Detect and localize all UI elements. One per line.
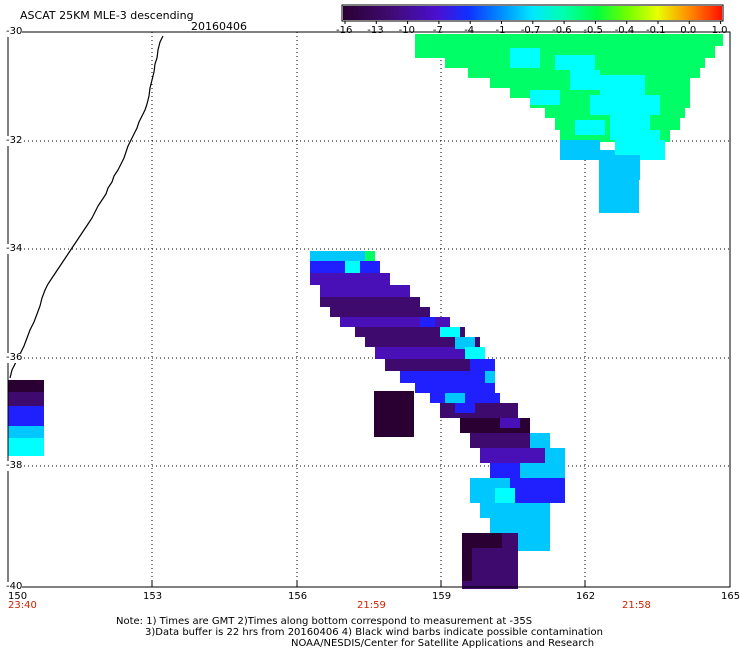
colorbar-label: -0.7 (520, 25, 541, 36)
time-label-1: 23:40 (8, 600, 37, 611)
swath-upper-green (415, 46, 715, 58)
swath-upper-cyan (575, 120, 605, 135)
swath-upper-cyan (530, 90, 560, 105)
swath-middle (340, 317, 450, 327)
swath-middle (320, 285, 410, 297)
colorbar-label: 0.0 (680, 25, 697, 36)
x-tick-label: 162 (576, 591, 596, 602)
swath-middle (490, 518, 550, 533)
swath-middle-highlight (545, 448, 565, 463)
swath-upper-cyan (560, 140, 600, 160)
colorbar-label: -0.6 (552, 25, 572, 36)
swath-middle-highlight (455, 337, 475, 349)
x-tick-label: 159 (432, 591, 452, 602)
y-tick-label: -32 (6, 135, 23, 146)
swath-middle (355, 327, 465, 337)
swath-upper-cyan (555, 55, 595, 70)
coastline (9, 35, 164, 379)
y-tick-label: -40 (6, 581, 23, 592)
swath-middle-highlight (455, 403, 475, 413)
swath-middle (310, 273, 390, 285)
swath-middle-highlight (500, 418, 520, 428)
swath-middle-highlight (465, 347, 485, 359)
colorbar-label: -0.1 (646, 25, 666, 36)
swath-middle (385, 359, 495, 371)
swath-middle (400, 371, 495, 383)
swath-upper-cyan (630, 95, 660, 115)
time-label-2: 21:59 (357, 600, 386, 611)
colorbar-label: -7 (432, 25, 443, 36)
note-line-2: 3)Data buffer is 22 hrs from 20160406 4)… (145, 627, 603, 638)
swath-left-2 (8, 392, 44, 406)
swath-left-4 (8, 426, 44, 438)
map-frame (7, 31, 731, 588)
colorbar-label: -16 (336, 25, 353, 36)
swath-upper-cyan (570, 70, 600, 90)
time-label-3: 21:58 (622, 600, 651, 611)
map-title: ASCAT 25KM MLE-3 descending (20, 9, 194, 22)
swath-upper-cyan (510, 48, 540, 68)
swath-middle-highlight (485, 371, 495, 383)
colorbar-label: -0.4 (614, 25, 635, 36)
y-tick-label: -36 (6, 352, 23, 363)
x-tick-label: 153 (143, 591, 163, 602)
swath-bottom-block-edge (462, 548, 472, 581)
swath-middle (365, 251, 375, 261)
swath-left-1 (8, 380, 44, 392)
swath-middle-highlight (530, 433, 550, 448)
swath-upper-cyan (590, 95, 640, 115)
swath-left-5 (8, 438, 44, 456)
note-line-1: Note: 1) Times are GMT 2)Times along bot… (116, 616, 533, 627)
colorbar-gradient (343, 6, 722, 20)
swath-middle (320, 297, 420, 307)
swath-middle (480, 448, 560, 463)
swath-block-dark (374, 391, 414, 437)
swath-middle (365, 337, 480, 347)
swath-middle (440, 403, 518, 418)
swath-upper-green (415, 34, 723, 46)
swath-middle (310, 251, 374, 261)
x-tick-label: 156 (288, 591, 308, 602)
swath-middle-highlight (520, 463, 565, 478)
swath-middle-highlight (445, 393, 465, 403)
swath-middle-highlight (440, 327, 460, 337)
swath-upper-cyan (599, 195, 639, 213)
y-tick-label: -30 (6, 26, 23, 37)
swath-middle-highlight (345, 261, 360, 273)
swath-upper-cyan (599, 160, 639, 195)
colorbar-label: -1 (495, 25, 506, 36)
swath-middle-highlight (470, 359, 495, 371)
x-tick-label: 165 (721, 591, 740, 602)
swath-middle (415, 383, 495, 393)
swath-left-3 (8, 406, 44, 426)
swath-middle (480, 503, 550, 518)
colorbar-label: -4 (464, 25, 475, 36)
y-tick-label: -34 (6, 243, 23, 254)
x-tick-label: 150 (8, 591, 28, 602)
swath-bottom-block-dark (462, 533, 502, 548)
swath-middle (515, 533, 550, 551)
swath-middle-highlight (535, 478, 565, 503)
colorbar-label: 1.0 (711, 25, 728, 36)
colorbar-label: -0.5 (583, 25, 603, 36)
swath-upper-cyan (640, 140, 665, 160)
note-line-3: NOAA/NESDIS/Center for Satellite Applica… (291, 638, 595, 649)
swath-middle-highlight (495, 488, 515, 503)
map-date: 20160406 (191, 20, 247, 33)
colorbar-label: -10 (398, 25, 415, 36)
swath-middle-highlight (420, 317, 435, 327)
swath-middle-highlight (320, 261, 350, 273)
swath-middle (330, 307, 430, 317)
y-tick-label: -38 (6, 460, 23, 471)
swath-middle (375, 347, 485, 359)
colorbar-label: -13 (367, 25, 384, 36)
